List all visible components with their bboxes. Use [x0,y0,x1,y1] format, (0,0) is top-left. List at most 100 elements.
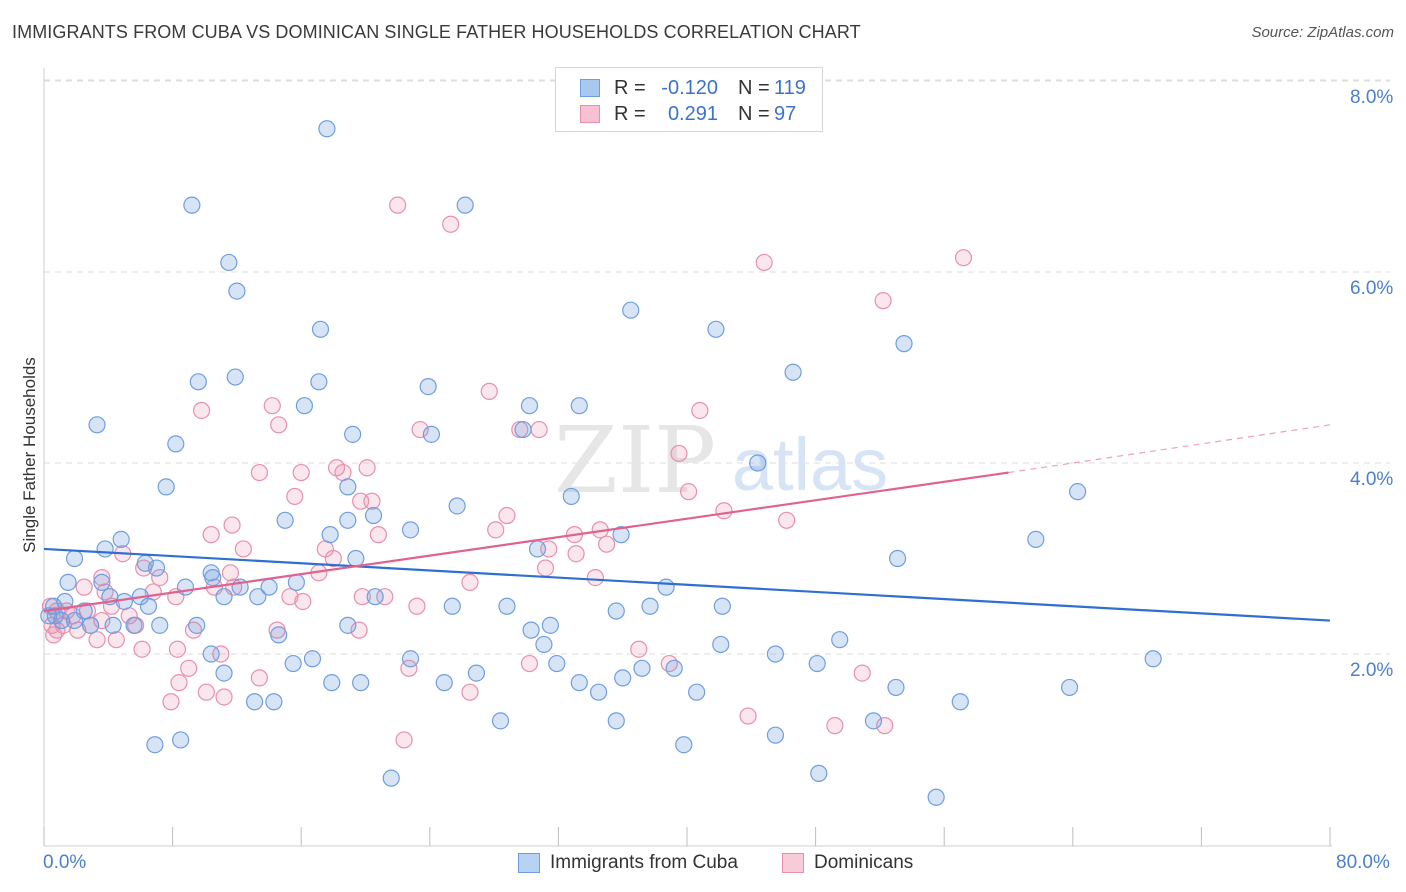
data-point-cuba [176,578,195,596]
data-point-cuba [339,478,357,496]
data-point-dominicans [680,483,698,501]
data-point-cuba [347,549,365,568]
data-point-dominicans [88,631,106,649]
data-point-cuba [249,588,267,606]
data-point-cuba [570,674,588,692]
r-label: R = [614,102,646,125]
data-point-dominicans [376,588,394,606]
data-point-cuba [888,549,907,568]
data-point-cuba [1144,650,1162,668]
legend-item-dominicans[interactable]: Dominicans [782,852,913,874]
series-dominicans [41,196,973,749]
data-point-dominicans [221,564,240,582]
x-axis-min-label: 0.0% [43,852,87,873]
data-point-dominicans [461,573,479,591]
data-point-cuba [146,736,164,754]
data-point-dominicans [294,592,312,611]
data-point-cuba [491,712,510,730]
data-point-dominicans [411,420,429,439]
data-point-cuba [125,616,143,634]
data-point-dominicans [826,717,844,735]
data-point-cuba [352,674,370,692]
data-point-dominicans [755,253,773,272]
data-point-cuba [864,712,883,730]
trend-line-cuba [43,547,1331,622]
data-point-cuba [401,650,420,668]
legend-swatch-pink [580,105,600,123]
data-point-dominicans [281,588,299,606]
data-point-dominicans [250,463,269,482]
n-value: 119 [774,76,806,99]
data-point-cuba [56,592,74,611]
data-point-cuba [535,635,553,654]
data-point-dominicans [389,196,407,214]
n-value: 97 [774,102,797,125]
y-tick-label: 8.0% [1350,87,1394,108]
trend-line-dominicans-projection [1008,424,1331,474]
data-point-cuba [657,578,675,596]
data-point-cuba [303,650,322,668]
data-point-cuba [665,659,683,677]
data-point-dominicans [327,459,346,477]
data-point-dominicans [358,459,376,477]
data-point-dominicans [93,611,111,630]
data-point-dominicans [75,578,93,596]
data-point-cuba [321,526,339,544]
data-point-cuba [520,397,539,415]
n-label: N = [738,102,770,125]
data-point-cuba [189,373,207,391]
data-point-dominicans [461,683,479,701]
data-point-dominicans [151,568,169,587]
y-tick-label: 4.0% [1350,469,1394,490]
data-point-dominicans [353,588,371,606]
data-point-cuba [96,540,114,558]
data-point-dominicans [45,626,63,644]
data-point-cuba [366,588,384,606]
data-point-cuba [265,693,283,711]
r-label: R = [614,76,646,99]
data-point-dominicans [498,506,516,525]
data-point-dominicans [170,674,188,692]
data-point-cuba [295,397,314,415]
data-point-dominicans [442,215,460,233]
legend-label: Immigrants from Cuba [550,852,738,873]
data-point-dominicans [223,516,241,534]
data-point-cuba [766,726,785,744]
data-point-cuba [139,597,158,615]
data-point-dominicans [215,688,233,706]
data-point-cuba [688,683,706,701]
legend-swatch-pink [782,853,804,873]
data-point-cuba [112,530,130,549]
data-point-cuba [927,788,945,806]
data-point-cuba [311,320,330,338]
data-point-cuba [570,397,588,415]
data-point-cuba [831,631,849,649]
data-point-dominicans [660,654,678,673]
data-point-dominicans [292,463,310,482]
data-point-cuba [435,674,453,692]
data-point-dominicans [107,631,125,649]
data-point-cuba [183,196,201,214]
data-point-cuba [310,373,328,391]
data-point-cuba [607,712,625,730]
data-point-dominicans [954,249,973,267]
data-point-cuba [260,578,278,596]
data-point-cuba [245,693,264,711]
data-point-cuba [541,616,559,634]
legend-item-cuba[interactable]: Immigrants from Cuba [518,852,738,874]
data-point-cuba [548,654,566,673]
data-point-cuba [1060,678,1079,697]
data-point-cuba [65,611,84,630]
data-point-cuba [172,731,190,749]
data-point-dominicans [96,583,114,601]
data-point-cuba [226,368,244,386]
data-point-dominicans [162,693,180,711]
data-point-dominicans [324,549,342,568]
data-point-dominicans [586,568,604,587]
data-point-cuba [1027,530,1045,549]
data-point-dominicans [691,401,709,420]
data-point-cuba [202,645,220,663]
data-point-cuba [318,120,336,138]
data-point-cuba [53,611,71,630]
trend-line-dominicans [43,471,1009,613]
